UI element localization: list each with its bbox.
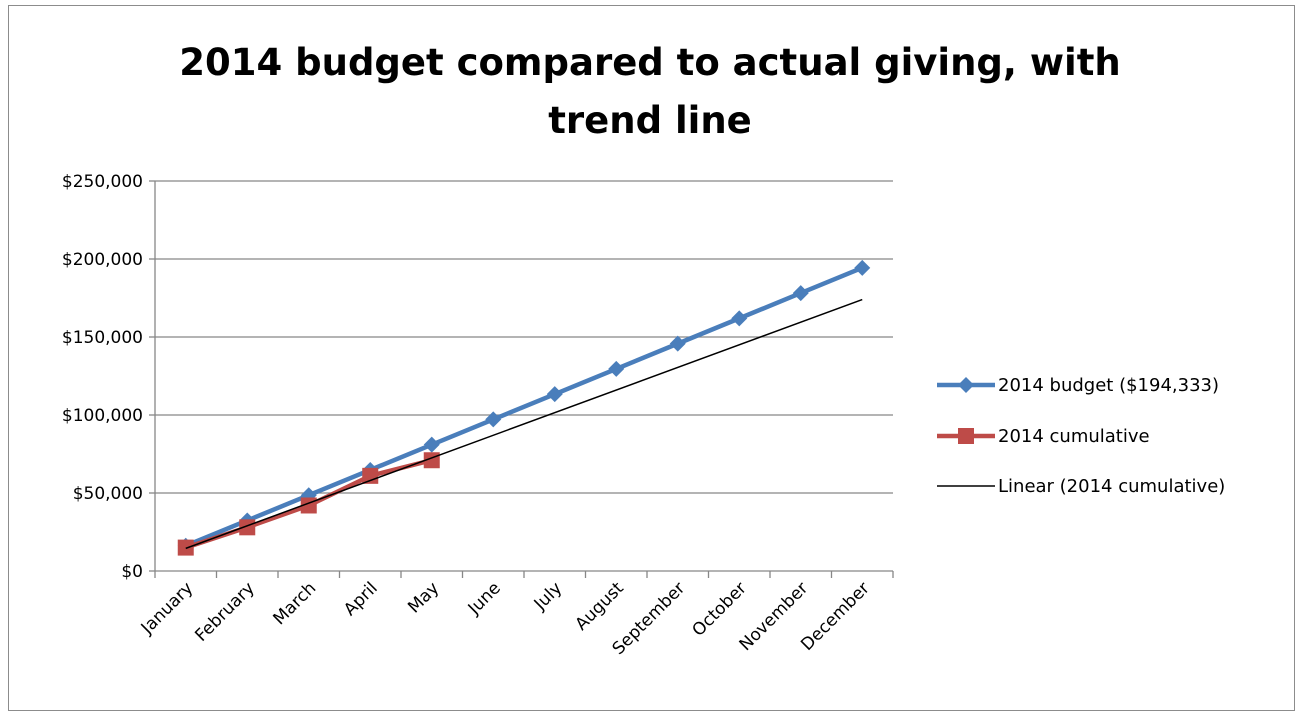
data-point <box>958 377 974 393</box>
series-line <box>185 298 863 550</box>
y-tick-label: $200,000 <box>62 250 143 270</box>
x-tick-label: April <box>340 578 382 620</box>
data-point <box>792 285 809 302</box>
x-tick-label: March <box>269 578 320 629</box>
x-tick-label: May <box>404 578 443 617</box>
data-point <box>958 428 974 444</box>
data-point <box>854 259 871 276</box>
axes <box>149 180 894 578</box>
y-tick-label: $100,000 <box>62 406 143 426</box>
y-tick-label: $250,000 <box>62 172 143 192</box>
x-tick-label: June <box>464 578 505 619</box>
y-axis-ticks: $0 $50,000 $100,000 $150,000 $200,000 $250,00… <box>62 172 143 582</box>
legend-label: 2014 cumulative <box>998 426 1150 447</box>
x-tick-label: August <box>572 578 628 634</box>
chart-frame <box>8 5 1295 711</box>
data-point <box>485 411 502 428</box>
data-point <box>669 335 686 352</box>
y-tick-label: $50,000 <box>73 484 143 504</box>
x-tick-label: October <box>689 578 751 640</box>
legend-label: 2014 budget ($194,333) <box>998 375 1219 396</box>
data-point <box>608 360 625 377</box>
series-linear-2014-cumulative- <box>185 298 863 550</box>
legend-item: 2014 cumulative <box>937 426 1150 447</box>
gridlines <box>155 180 893 494</box>
legend-item: Linear (2014 cumulative) <box>937 476 1225 497</box>
legend-label: Linear (2014 cumulative) <box>998 476 1225 497</box>
series-group <box>177 259 871 556</box>
data-point <box>731 310 748 327</box>
chart-title: 2014 budget compared to actual giving, w… <box>179 41 1121 142</box>
data-point <box>239 519 256 536</box>
legend: 2014 budget ($194,333) 2014 cumulative Lin… <box>937 375 1225 497</box>
x-tick-label: February <box>191 578 258 645</box>
series-2014-budget-194-333- <box>177 259 871 554</box>
y-tick-label: $150,000 <box>62 328 143 348</box>
x-tick-label: January <box>137 578 197 638</box>
data-point <box>546 386 563 403</box>
data-point <box>423 436 440 453</box>
data-point <box>362 467 379 484</box>
x-tick-label: July <box>530 578 566 614</box>
y-tick-label: $0 <box>121 562 143 582</box>
series-line <box>184 265 864 548</box>
legend-item: 2014 budget ($194,333) <box>937 375 1219 396</box>
